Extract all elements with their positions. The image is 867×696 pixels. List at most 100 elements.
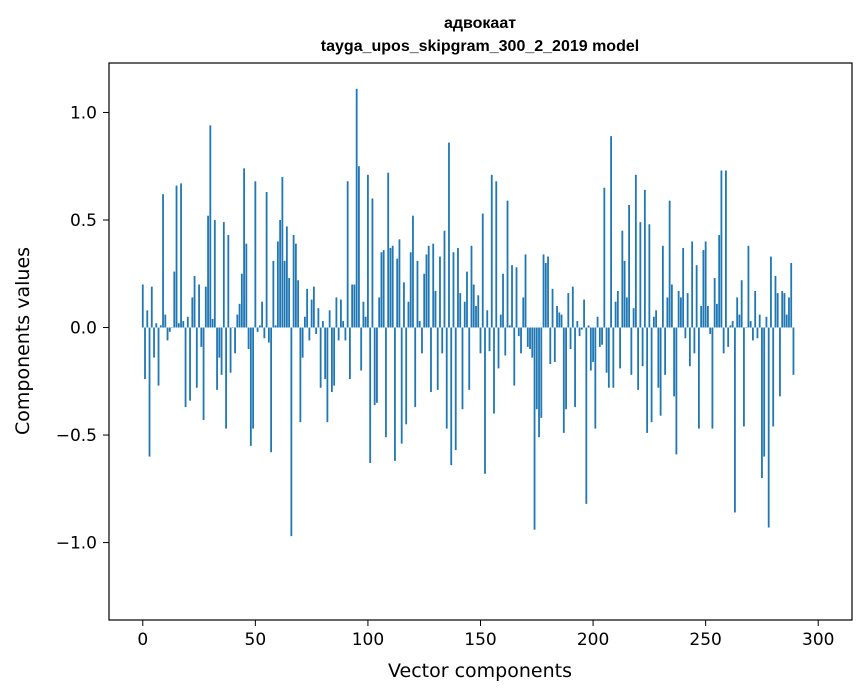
bar bbox=[592, 327, 594, 362]
bar bbox=[407, 301, 410, 328]
bar bbox=[285, 226, 288, 328]
x-tick-label: 100 bbox=[352, 630, 384, 650]
bar bbox=[506, 200, 509, 328]
bar bbox=[666, 297, 669, 328]
bar bbox=[245, 243, 248, 328]
bar bbox=[463, 301, 466, 328]
bar bbox=[267, 327, 270, 343]
bar bbox=[603, 187, 606, 328]
bar bbox=[661, 245, 664, 328]
bar bbox=[229, 327, 232, 373]
chart-subtitle: tayga_upos_skipgram_300_2_2019 model bbox=[321, 38, 639, 55]
bar bbox=[587, 325, 590, 328]
bar bbox=[488, 327, 491, 352]
bar bbox=[716, 303, 718, 328]
bar bbox=[562, 327, 565, 433]
bar bbox=[625, 297, 628, 328]
bar bbox=[252, 327, 254, 429]
bar bbox=[391, 245, 394, 328]
bar bbox=[421, 327, 423, 354]
bar bbox=[468, 327, 471, 390]
bar bbox=[177, 323, 180, 328]
bar bbox=[349, 327, 351, 380]
bar bbox=[790, 263, 793, 328]
bar bbox=[470, 245, 473, 328]
bar bbox=[261, 301, 263, 328]
bar bbox=[641, 327, 644, 367]
bar bbox=[688, 327, 691, 367]
bar bbox=[258, 325, 261, 328]
bar bbox=[180, 183, 182, 328]
bar bbox=[434, 290, 437, 328]
bar bbox=[698, 327, 700, 429]
bar bbox=[740, 280, 743, 328]
bar bbox=[565, 327, 567, 410]
bar bbox=[727, 327, 730, 347]
bar bbox=[535, 327, 538, 410]
bar bbox=[781, 290, 784, 328]
bar bbox=[159, 325, 162, 328]
bar bbox=[738, 314, 741, 328]
bar bbox=[227, 235, 230, 328]
bar bbox=[373, 327, 376, 405]
bar bbox=[569, 327, 572, 350]
bar bbox=[369, 327, 372, 464]
bar bbox=[153, 327, 155, 358]
bar bbox=[445, 327, 448, 429]
bar bbox=[533, 327, 536, 530]
bar bbox=[164, 314, 167, 328]
bar bbox=[148, 327, 151, 457]
bar bbox=[695, 265, 698, 328]
bar bbox=[439, 256, 441, 328]
bar bbox=[513, 327, 516, 386]
bar bbox=[301, 327, 304, 358]
bar bbox=[677, 290, 680, 328]
bar bbox=[234, 327, 236, 354]
bar bbox=[749, 321, 752, 328]
bar bbox=[526, 327, 529, 347]
chart-title: адвокаат bbox=[444, 15, 516, 32]
y-tick-label: −1.0 bbox=[56, 534, 97, 554]
bar bbox=[542, 254, 545, 328]
bar bbox=[634, 174, 637, 328]
bar bbox=[551, 288, 554, 328]
bar bbox=[619, 327, 621, 369]
bar bbox=[150, 286, 153, 328]
bar bbox=[785, 314, 788, 328]
bar bbox=[247, 327, 250, 350]
bar bbox=[601, 327, 603, 345]
bar bbox=[754, 290, 757, 328]
bar bbox=[279, 219, 282, 328]
bar bbox=[605, 327, 608, 373]
bar bbox=[657, 327, 660, 388]
x-tick-label: 200 bbox=[577, 630, 609, 650]
bar bbox=[202, 327, 205, 420]
bar bbox=[222, 222, 225, 328]
bar bbox=[589, 327, 592, 371]
bar bbox=[423, 273, 426, 328]
bar bbox=[722, 327, 725, 354]
bar bbox=[515, 267, 518, 328]
bar bbox=[479, 327, 482, 354]
bar bbox=[141, 284, 144, 328]
bar bbox=[427, 245, 430, 328]
bar bbox=[382, 250, 385, 328]
bar bbox=[761, 327, 763, 479]
bar bbox=[168, 327, 171, 332]
bar bbox=[189, 327, 191, 401]
bar bbox=[414, 327, 417, 408]
bar bbox=[461, 327, 464, 410]
bar bbox=[211, 318, 214, 328]
bar bbox=[517, 327, 520, 337]
bar bbox=[776, 293, 779, 328]
bar bbox=[684, 327, 687, 339]
bar bbox=[312, 286, 315, 328]
bar bbox=[637, 327, 640, 390]
bar bbox=[256, 327, 259, 332]
bar bbox=[389, 247, 392, 328]
bar bbox=[499, 314, 502, 328]
bar bbox=[331, 327, 333, 393]
bar bbox=[376, 327, 378, 403]
bar bbox=[412, 215, 414, 328]
